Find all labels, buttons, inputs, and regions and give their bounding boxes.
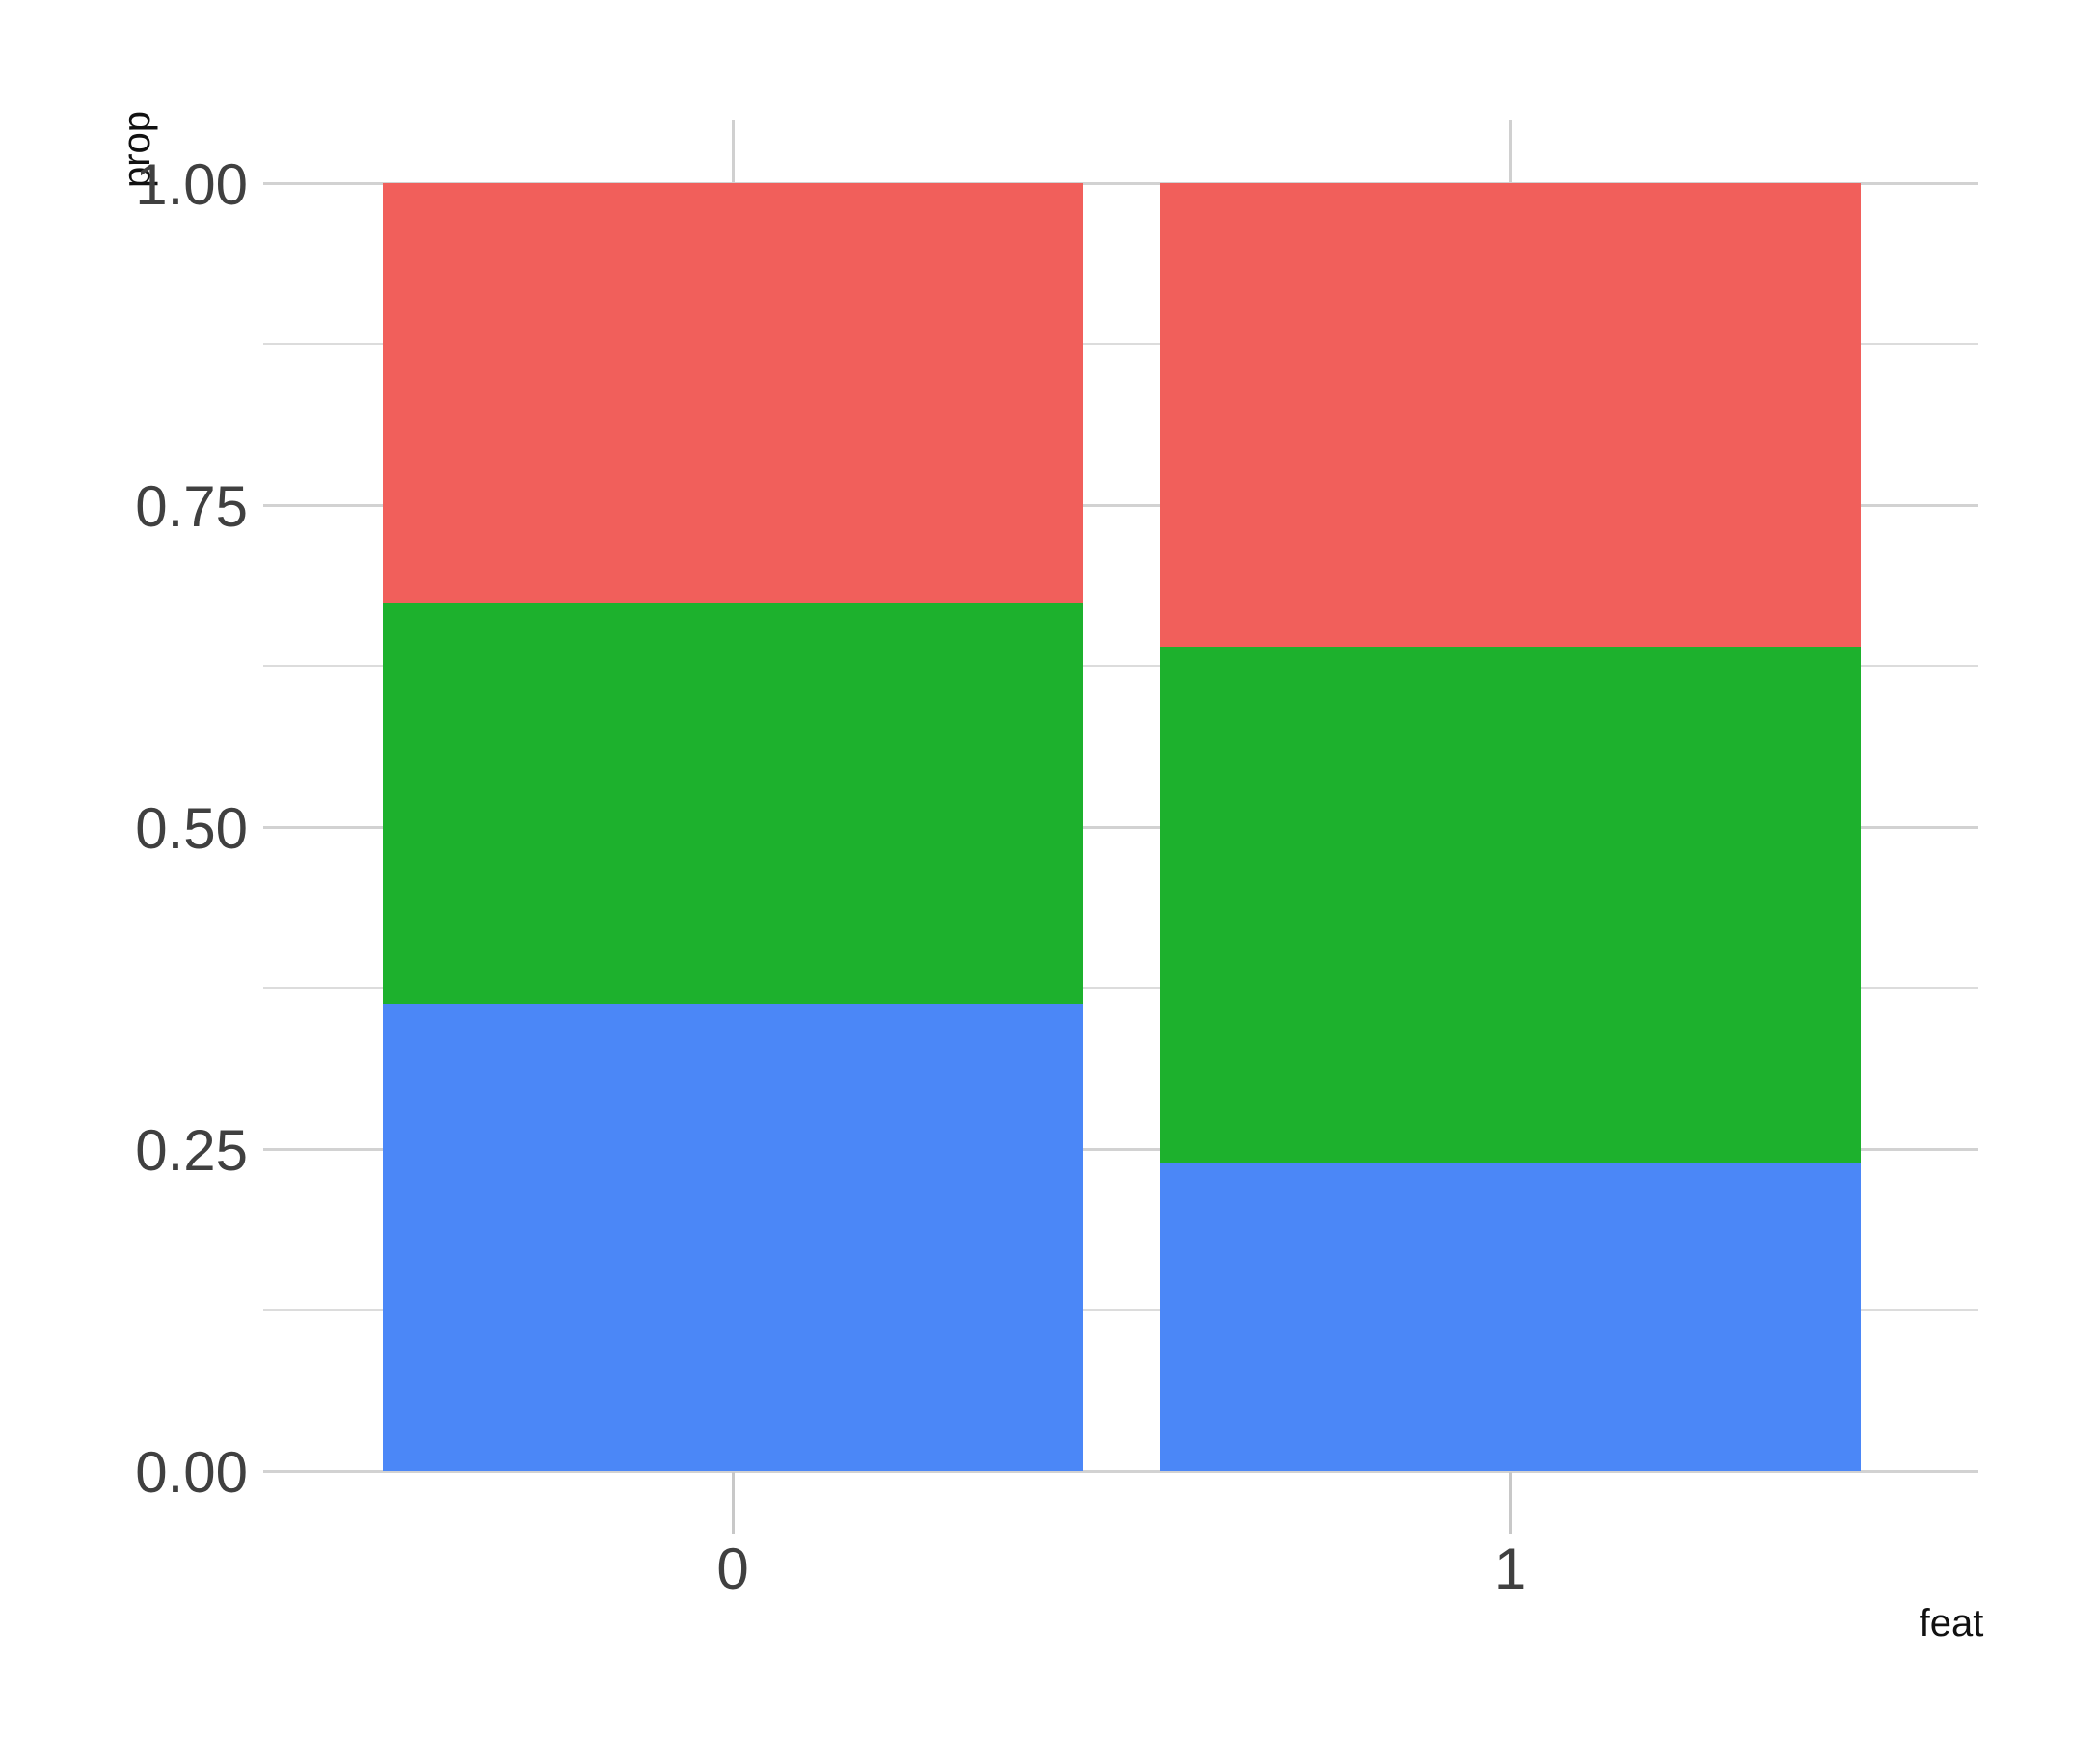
bar-segment-green-cat-1: [1160, 646, 1861, 1163]
bar-segment-red-cat-1: [1160, 183, 1861, 647]
gridline-minor-y-0.375: [263, 987, 1978, 989]
y-tick-label-0.75: 0.75: [135, 474, 248, 539]
x-axis-title: feat: [1919, 1602, 1984, 1644]
bar-segment-blue-cat-0: [383, 1004, 1083, 1471]
bar-segment-green-cat-0: [383, 602, 1083, 1005]
x-tick-mark-1: [1509, 1472, 1512, 1534]
x-tick-mark-0: [731, 1472, 735, 1534]
y-tick-label-1.00: 1.00: [135, 152, 248, 217]
x-tick-label-1: 1: [1493, 1537, 1527, 1601]
bar-segment-blue-cat-1: [1160, 1163, 1861, 1471]
y-tick-label-0.50: 0.50: [135, 796, 248, 861]
gridline-minor-y-0.125: [263, 1309, 1978, 1311]
y-axis-title: prop: [115, 110, 158, 189]
bar-segment-red-cat-0: [383, 183, 1083, 603]
gridline-major-y-1: [263, 181, 1978, 185]
y-tick-label-0.00: 0.00: [135, 1440, 248, 1505]
gridline-major-y-0.75: [263, 503, 1978, 507]
gridline-minor-y-0.875: [263, 343, 1978, 345]
y-tick-label-0.25: 0.25: [135, 1118, 248, 1183]
gridline-major-y-0.5: [263, 825, 1978, 829]
gridline-major-y-0: [263, 1469, 1978, 1473]
gridline-minor-y-0.625: [263, 665, 1978, 667]
gridline-major-y-0.25: [263, 1147, 1978, 1151]
x-tick-label-0: 0: [716, 1537, 749, 1601]
